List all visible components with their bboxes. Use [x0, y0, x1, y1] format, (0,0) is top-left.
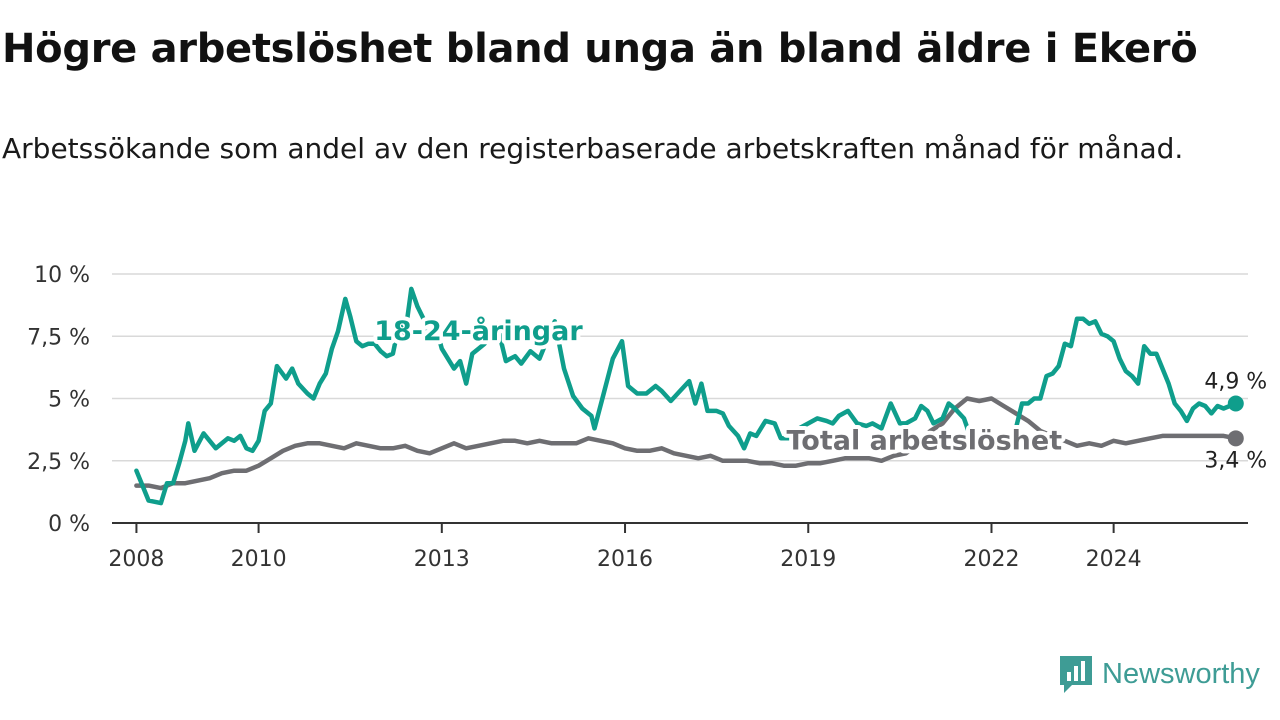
- newsworthy-brand: Newsworthy: [1058, 654, 1260, 694]
- series-label: 18-24-åringar: [374, 315, 583, 347]
- y-tick-label: 2,5 %: [27, 450, 90, 475]
- end-value-label: 4,9 %: [1204, 369, 1267, 394]
- x-tick-label: 2013: [414, 547, 470, 572]
- y-tick-label: 0 %: [48, 512, 90, 537]
- y-tick-label: 5 %: [48, 388, 90, 413]
- series-lines: [134, 286, 1244, 506]
- x-tick-label: 2010: [231, 547, 287, 572]
- chart-subtitle: Arbetssökande som andel av den registerb…: [2, 132, 1184, 165]
- end-point-total: [1227, 430, 1244, 447]
- series-line-young: [134, 286, 1239, 506]
- series-line-total: [134, 396, 1239, 491]
- annotations: 4,9 % 3,4 % 18-24-åringar Total arbetslöshe…: [370, 311, 1267, 473]
- y-tick-label: 10 %: [34, 263, 90, 288]
- x-tick-label: 2019: [780, 547, 836, 572]
- y-tick-label: 7,5 %: [27, 325, 90, 350]
- x-tick-label: 2016: [597, 547, 653, 572]
- page-title: Högre arbetslöshet bland unga än bland ä…: [2, 26, 1198, 72]
- axes: 0 % 2,5 % 5 % 7,5 % 10 % 2008 2010 2013 2016 2019…: [27, 263, 1248, 572]
- end-value-label: 3,4 %: [1204, 448, 1267, 473]
- gridlines: [112, 273, 1248, 462]
- x-tick-label: 2008: [108, 547, 164, 572]
- x-tick-label: 2024: [1086, 547, 1142, 572]
- x-tick-label: 2022: [963, 547, 1019, 572]
- series-label: Total arbetslöshet: [786, 426, 1062, 457]
- end-point-young: [1227, 395, 1244, 412]
- brand-name: Newsworthy: [1102, 657, 1260, 690]
- newsworthy-logo-icon: [1060, 656, 1092, 693]
